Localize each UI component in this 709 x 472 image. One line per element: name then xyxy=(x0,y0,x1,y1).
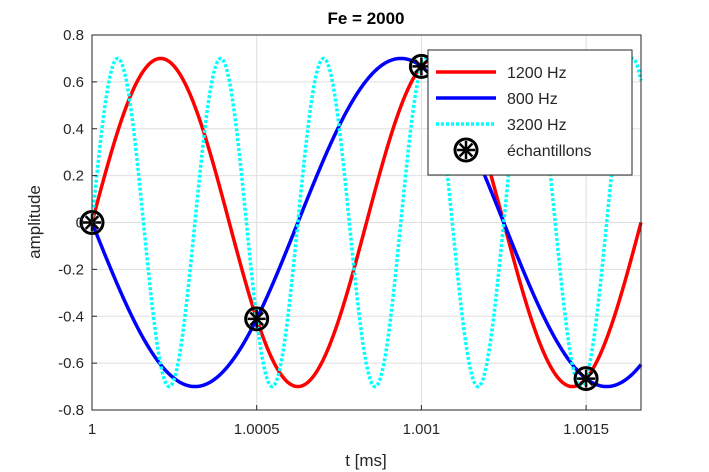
sample-marker xyxy=(244,306,270,332)
legend-sample-marker xyxy=(453,137,479,163)
y-tick-label: -0.8 xyxy=(58,402,84,419)
legend-label: 1200 Hz xyxy=(507,65,567,82)
x-tick-label: 1.0005 xyxy=(234,421,280,438)
legend: 1200 Hz 800 Hz 3200 Hz échantillons xyxy=(427,49,633,176)
x-tick-label: 1 xyxy=(88,421,96,438)
y-axis-label: amplitude xyxy=(25,185,44,259)
series-line-3200hz xyxy=(90,56,643,389)
y-tick-label: -0.2 xyxy=(58,261,84,278)
y-tick-label: 0.4 xyxy=(63,121,84,138)
legend-label: échantillons xyxy=(507,143,592,160)
y-tick-label: -0.6 xyxy=(58,355,84,372)
y-tick-label: 0.8 xyxy=(63,27,84,44)
x-axis-label: t [ms] xyxy=(345,451,387,470)
x-tick-label: 1.001 xyxy=(403,421,441,438)
series-line-800hz xyxy=(90,56,643,389)
legend-label: 800 Hz xyxy=(507,91,558,108)
legend-label: 3200 Hz xyxy=(507,117,567,134)
y-tick-label: 0 xyxy=(76,215,84,232)
y-tick-label: 0.2 xyxy=(63,168,84,185)
x-tick-label: 1.0015 xyxy=(563,421,609,438)
chart-title: Fe = 2000 xyxy=(327,9,404,28)
sample-marker xyxy=(573,366,599,392)
series-line-1200hz xyxy=(90,56,643,389)
y-tick-label: -0.4 xyxy=(58,308,84,325)
y-tick-label: 0.6 xyxy=(63,74,84,91)
